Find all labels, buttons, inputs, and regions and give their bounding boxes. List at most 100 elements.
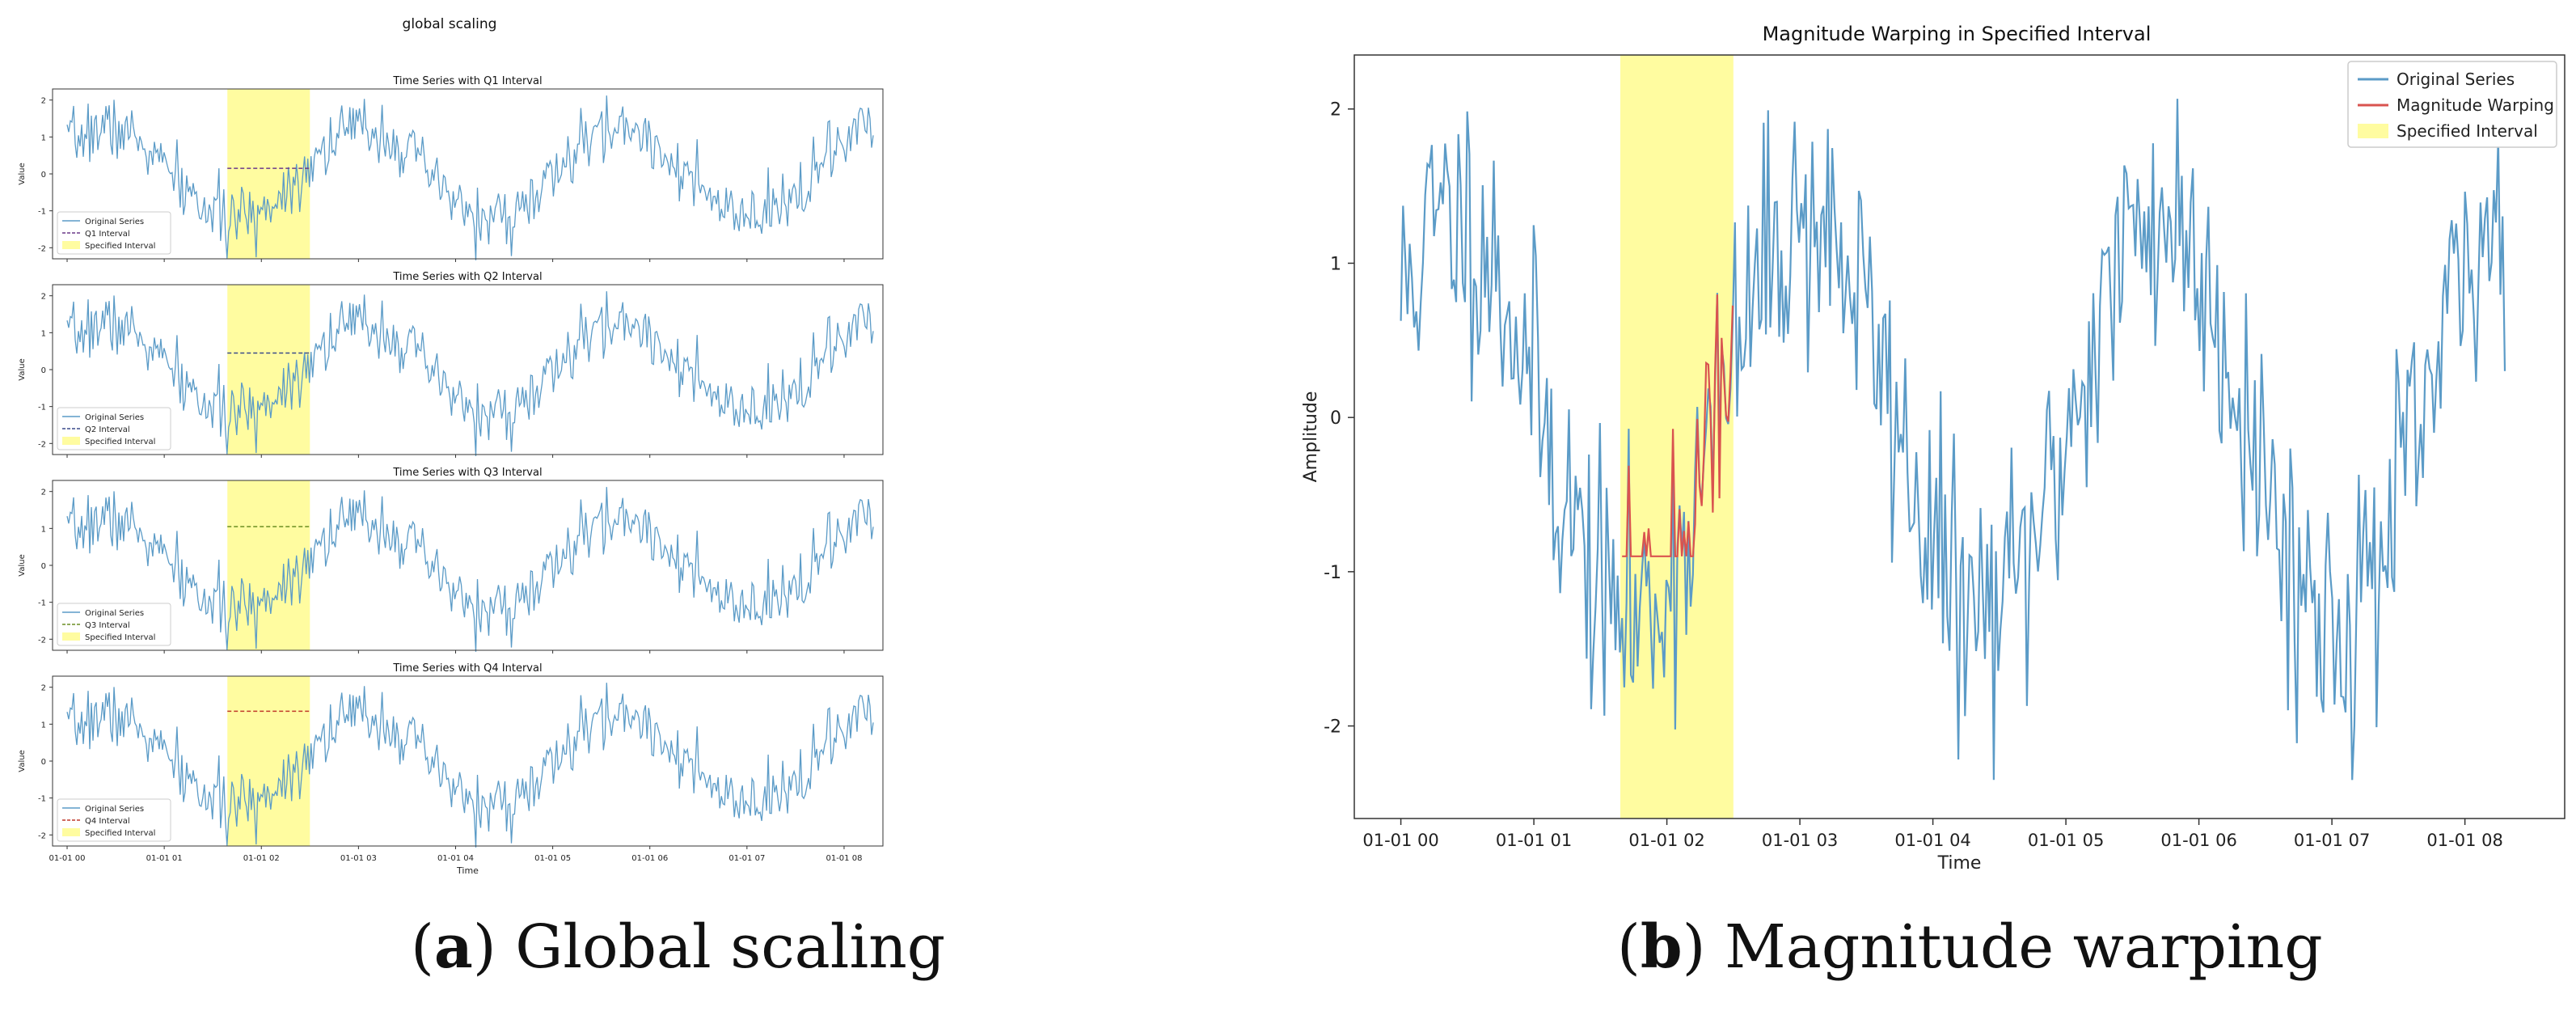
legend-box xyxy=(57,211,171,255)
caption-a-label: a xyxy=(433,912,473,982)
y-axis-label: Value xyxy=(18,750,27,772)
subplot-2: Time Series with Q2 Interval 2 1 0 -1 -2 Value… xyxy=(18,271,884,458)
x-tick-label: 01-01 00 xyxy=(1362,831,1438,850)
x-tick-label: 01-01 07 xyxy=(2294,831,2370,850)
y-tick-label: 0 xyxy=(41,171,46,180)
y-tick-label: 0 xyxy=(1330,408,1341,429)
legend-label: Original Series xyxy=(85,218,144,226)
y-tick-label: -1 xyxy=(38,208,46,217)
x-tick-label: 01-01 04 xyxy=(1894,831,1970,850)
axes-frame xyxy=(52,480,884,651)
caption-a: (a) Global scaling xyxy=(411,912,946,982)
legend: Original Series Q2 Interval Specified Inte… xyxy=(57,407,171,451)
y-tick-label: 1 xyxy=(41,721,46,730)
legend-swatch xyxy=(2358,124,2388,138)
x-tick-label: 01-01 08 xyxy=(2426,831,2502,850)
x-tick-label: 01-01 06 xyxy=(631,854,668,863)
y-tick-label: 1 xyxy=(41,525,46,534)
x-tick-label: 01-01 02 xyxy=(1628,831,1704,850)
legend-swatch xyxy=(62,241,80,249)
legend: Original Series Q3 Interval Specified Inte… xyxy=(57,603,171,646)
y-tick-label: 2 xyxy=(41,97,46,106)
legend-swatch xyxy=(62,437,80,445)
y-tick-label: 2 xyxy=(1330,100,1341,121)
subplot-title: Time Series with Q2 Interval xyxy=(392,271,542,283)
y-tick-label: -1 xyxy=(38,599,46,608)
original-series-line xyxy=(66,487,874,652)
x-tick-label: 01-01 03 xyxy=(1762,831,1838,850)
legend-box xyxy=(2347,61,2557,148)
axes-frame xyxy=(52,675,884,847)
original-series-line xyxy=(66,683,874,848)
subplot-title: Time Series with Q1 Interval xyxy=(392,75,542,87)
legend-label: Original Series xyxy=(2397,70,2515,89)
caption-a-text: Global scaling xyxy=(515,912,946,982)
legend-label: Specified Interval xyxy=(85,633,155,642)
legend-box xyxy=(57,603,171,646)
legend: Original Series Magnitude Warping Specifie… xyxy=(2347,61,2557,148)
original-series-line xyxy=(1400,99,2506,780)
x-axis-label: Time xyxy=(1937,853,1982,874)
y-tick-label: 0 xyxy=(41,758,46,767)
y-axis-label: Amplitude xyxy=(1301,391,1321,483)
caption-b-text: Magnitude warping xyxy=(1725,912,2323,982)
subplot-title: Time Series with Q3 Interval xyxy=(392,467,542,479)
legend: Original Series Q4 Interval Specified Inte… xyxy=(57,798,171,842)
legend-label: Q1 Interval xyxy=(85,230,130,239)
legend-label: Q4 Interval xyxy=(85,817,130,826)
legend-label: Original Series xyxy=(85,805,144,814)
x-tick-label: 01-01 00 xyxy=(49,854,86,863)
x-tick-label: 01-01 07 xyxy=(728,854,765,863)
panel-b-title: Magnitude Warping in Specified Interval xyxy=(1763,23,2152,45)
x-tick-label: 01-01 01 xyxy=(1496,831,1572,850)
original-series-line xyxy=(66,291,874,456)
x-tick-label: 01-01 01 xyxy=(146,854,183,863)
y-tick-label: 2 xyxy=(41,489,46,497)
y-tick-label: -2 xyxy=(38,636,46,645)
x-tick-label: 01-01 05 xyxy=(534,854,571,863)
panel-b-magnitude-warping: Magnitude Warping in Specified Interval … xyxy=(1301,23,2565,874)
x-tick-label: 01-01 05 xyxy=(2028,831,2104,850)
original-series-line xyxy=(66,95,874,260)
y-tick-label: -1 xyxy=(1324,563,1341,583)
magnitude-warping-line xyxy=(1622,294,1734,557)
caption-b-label: b xyxy=(1640,912,1683,982)
subplot-1: Time Series with Q1 Interval 2 1 0 -1 -2 Value… xyxy=(18,75,884,262)
x-tick-label: 01-01 02 xyxy=(243,854,280,863)
y-tick-label: 1 xyxy=(41,329,46,338)
legend-label: Specified Interval xyxy=(2397,121,2538,141)
y-tick-label: -2 xyxy=(38,831,46,840)
y-tick-label: -2 xyxy=(38,244,46,253)
legend-swatch xyxy=(62,632,80,641)
legend: Original Series Q1 Interval Specified Inte… xyxy=(57,211,171,255)
axes-frame xyxy=(52,88,884,260)
y-tick-label: -2 xyxy=(1324,717,1341,738)
y-tick-label: 1 xyxy=(41,133,46,142)
y-tick-label: -2 xyxy=(38,440,46,449)
legend-label: Specified Interval xyxy=(85,438,155,446)
x-tick-label: 01-01 08 xyxy=(826,854,862,863)
y-axis-label: Value xyxy=(18,163,27,184)
legend-label: Magnitude Warping xyxy=(2397,95,2554,115)
legend-label: Specified Interval xyxy=(85,829,155,838)
legend-box xyxy=(57,798,171,842)
y-tick-label: -1 xyxy=(38,795,46,804)
panel-a-suptitle: global scaling xyxy=(403,16,497,32)
subplot-3: Time Series with Q3 Interval 2 1 0 -1 -2 Value… xyxy=(18,467,884,654)
legend-label: Original Series xyxy=(85,609,144,618)
legend-label: Specified Interval xyxy=(85,242,155,251)
specified-interval-band xyxy=(1620,55,1734,819)
y-tick-label: 2 xyxy=(41,684,46,693)
y-tick-label: 2 xyxy=(41,293,46,302)
y-tick-label: 0 xyxy=(41,562,46,571)
y-tick-label: -1 xyxy=(38,404,46,412)
axes-frame xyxy=(1353,54,2565,819)
x-tick-label: 01-01 03 xyxy=(340,854,377,863)
legend-swatch xyxy=(62,828,80,836)
legend-label: Q2 Interval xyxy=(85,425,130,434)
panel-a-global-scaling: global scaling Time Series with Q1 Inter… xyxy=(18,16,884,876)
axes-frame xyxy=(52,284,884,455)
y-axis-label: Value xyxy=(18,554,27,576)
legend-label: Q3 Interval xyxy=(85,621,130,630)
